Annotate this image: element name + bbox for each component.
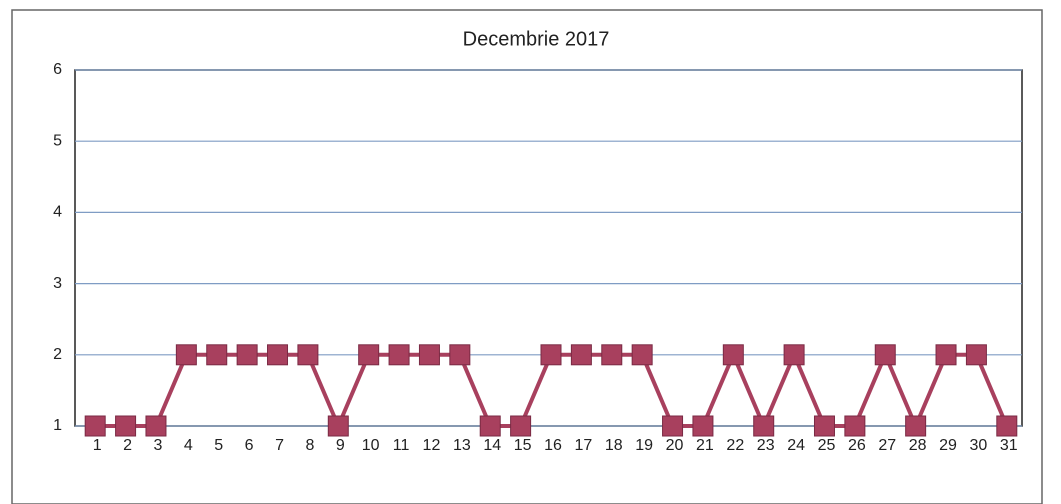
point-marker — [510, 415, 532, 437]
x-tick-label: 27 — [878, 437, 896, 454]
x-tick-label: 28 — [909, 437, 927, 454]
point-marker — [236, 344, 258, 366]
x-tick-label: 31 — [1000, 437, 1018, 454]
y-tick-label: 6 — [53, 61, 62, 78]
x-tick-label: 14 — [483, 437, 501, 454]
x-tick-label: 9 — [336, 437, 345, 454]
x-tick-label: 26 — [848, 437, 866, 454]
x-tick-label: 6 — [245, 437, 254, 454]
point-marker — [267, 344, 289, 366]
point-marker — [844, 415, 866, 437]
point-marker — [905, 415, 927, 437]
point-marker — [570, 344, 592, 366]
point-marker — [479, 415, 501, 437]
x-tick-label: 11 — [393, 437, 410, 454]
x-tick-label: 22 — [726, 437, 744, 454]
x-tick-label: 30 — [970, 437, 988, 454]
point-marker — [722, 344, 744, 366]
x-tick-label: 8 — [305, 437, 314, 454]
point-marker — [753, 415, 775, 437]
x-tick-label: 25 — [818, 437, 836, 454]
x-tick-label: 29 — [939, 437, 957, 454]
x-tick-label: 16 — [544, 437, 562, 454]
point-marker — [874, 344, 896, 366]
x-tick-label: 1 — [93, 437, 102, 454]
point-marker — [175, 344, 197, 366]
point-marker — [297, 344, 319, 366]
x-tick-label: 18 — [605, 437, 623, 454]
point-marker — [84, 415, 106, 437]
y-tick-label: 4 — [53, 204, 62, 221]
point-marker — [813, 415, 835, 437]
x-tick-label: 13 — [453, 437, 471, 454]
point-marker — [449, 344, 471, 366]
x-tick-label: 4 — [184, 437, 193, 454]
y-tick-label: 3 — [53, 275, 62, 292]
x-tick-label: 21 — [696, 437, 714, 454]
x-tick-label: 5 — [214, 437, 223, 454]
chart-title: Decembrie 2017 — [463, 28, 610, 50]
point-marker — [358, 344, 380, 366]
x-tick-label: 10 — [362, 437, 380, 454]
y-tick-label: 2 — [53, 346, 62, 363]
x-tick-label: 2 — [123, 437, 132, 454]
point-marker — [965, 344, 987, 366]
point-marker — [935, 344, 957, 366]
point-marker — [115, 415, 137, 437]
x-tick-label: 23 — [757, 437, 775, 454]
x-tick-label: 12 — [423, 437, 441, 454]
x-tick-label: 20 — [666, 437, 684, 454]
point-marker — [996, 415, 1018, 437]
x-tick-label: 15 — [514, 437, 532, 454]
y-tick-label: 5 — [53, 132, 62, 149]
point-marker — [388, 344, 410, 366]
point-marker — [662, 415, 684, 437]
plot-area — [74, 69, 1023, 427]
y-tick-label: 1 — [53, 417, 62, 434]
point-marker — [327, 415, 349, 437]
x-tick-label: 17 — [574, 437, 592, 454]
point-marker — [631, 344, 653, 366]
point-marker — [783, 344, 805, 366]
point-marker — [601, 344, 623, 366]
point-marker — [540, 344, 562, 366]
point-marker — [692, 415, 714, 437]
x-tick-label: 19 — [635, 437, 653, 454]
x-tick-label: 24 — [787, 437, 805, 454]
x-tick-label: 3 — [154, 437, 163, 454]
point-marker — [206, 344, 228, 366]
x-tick-label: 7 — [275, 437, 284, 454]
point-marker — [145, 415, 167, 437]
point-marker — [418, 344, 440, 366]
